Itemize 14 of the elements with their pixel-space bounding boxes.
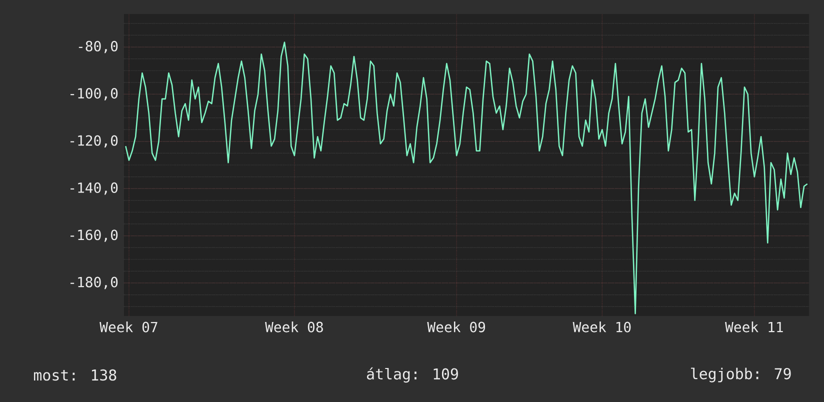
x-tick-label: Week 09	[427, 322, 486, 332]
x-tick-label: Week 07	[100, 322, 158, 332]
y-tick-label: -100,0	[70, 88, 118, 100]
y-tick-label: -80,0	[78, 40, 118, 54]
text: átlag: 109	[366, 367, 458, 383]
text: legjobb: 79	[691, 368, 791, 382]
x-tick-label: Week 08	[265, 322, 323, 332]
x-tick-label: Week 11	[725, 322, 783, 332]
y-tick-label: -160,0	[70, 230, 118, 242]
y-tick-label: -120,0	[70, 135, 118, 148]
y-tick-label: -140,0	[70, 182, 118, 195]
x-tick-label: Week 10	[572, 322, 631, 332]
text: most: 138	[34, 369, 116, 381]
y-tick-label: -180,0	[70, 276, 118, 290]
